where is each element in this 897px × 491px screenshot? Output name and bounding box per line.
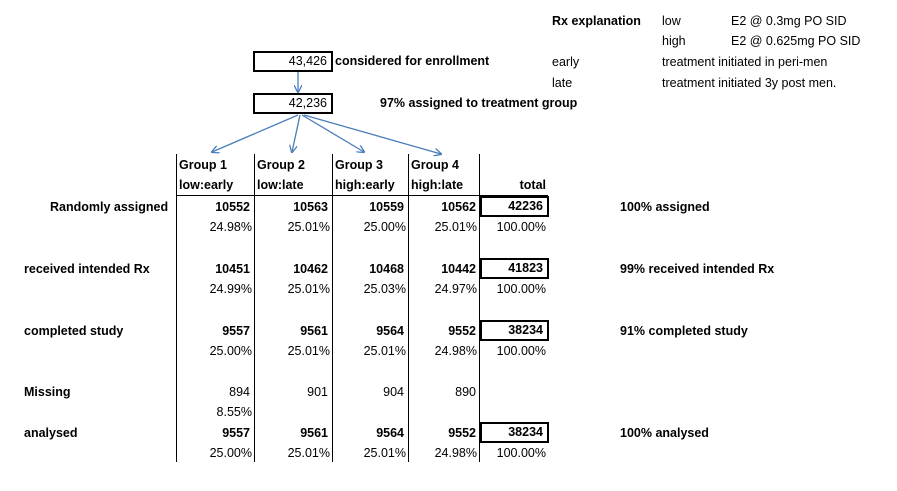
pct-cell: 25.01% [287,282,330,296]
pct-cell: 25.01% [363,344,406,358]
pct-cell: 25.01% [287,344,330,358]
row-label-analysed: analysed [24,426,78,440]
arrow-to-group-4 [303,114,441,154]
row-note: 99% received intended Rx [620,262,775,276]
pct-cell: 25.00% [209,344,252,358]
total-pct: 100.00% [496,282,546,296]
row-label-completed: completed study [24,324,124,338]
pct-cell: 25.01% [287,446,330,460]
rx-value-early: treatment initiated in peri-men [662,55,828,69]
rx-value-low: E2 @ 0.3mg PO SID [731,14,847,28]
table-cell: 9552 [448,324,476,338]
total-box: 41823 [480,258,549,279]
rx-key-late: late [552,76,573,90]
considered-box: 43,426 [253,51,333,72]
row-label-randomly-assigned: Randomly assigned [50,200,169,214]
header-rule [177,195,548,196]
table-cell: 9561 [300,324,328,338]
total-box: 38234 [480,320,549,341]
col-divider-1 [176,154,177,462]
table-cell: 10462 [293,262,328,276]
table-cell: 10559 [369,200,404,214]
rx-key-high: high [662,34,686,48]
group-1-sub: low:early [179,178,234,192]
table-cell: 10442 [441,262,476,276]
table-cell: 9564 [376,324,404,338]
pct-cell: 25.03% [363,282,406,296]
considered-label: considered for enrollment [335,54,490,68]
row-label-received-rx: received intended Rx [24,262,150,276]
rx-key-low: low [662,14,681,28]
group-2-sub: low:late [257,178,304,192]
pct-cell: 24.97% [434,282,477,296]
table-cell: 894 [229,385,250,399]
group-1-header: Group 1 [179,158,227,172]
group-4-header: Group 4 [411,158,459,172]
row-note: 100% assigned [620,200,710,214]
total-header: total [519,178,546,192]
table-cell: 10468 [369,262,404,276]
table-cell: 901 [307,385,328,399]
table-cell: 10552 [215,200,250,214]
pct-cell: 25.00% [363,220,406,234]
pct-cell: 25.01% [287,220,330,234]
rx-value-late: treatment initiated 3y post men. [662,76,837,90]
row-note: 100% analysed [620,426,709,440]
table-cell: 9557 [222,426,250,440]
col-divider-4 [408,154,409,462]
table-cell: 9561 [300,426,328,440]
group-3-sub: high:early [335,178,395,192]
table-cell: 10562 [441,200,476,214]
pct-cell: 24.98% [434,344,477,358]
table-cell: 10563 [293,200,328,214]
group-2-header: Group 2 [257,158,305,172]
rx-explanation-title: Rx explanation [552,14,641,28]
table-cell: 9564 [376,426,404,440]
pct-cell: 25.01% [434,220,477,234]
pct-cell: 8.55% [216,405,252,419]
pct-cell: 24.99% [209,282,252,296]
table-cell: 10451 [215,262,250,276]
rx-value-high: E2 @ 0.625mg PO SID [731,34,861,48]
total-box: 42236 [480,196,549,217]
assigned-box: 42,236 [253,93,333,114]
rx-key-early: early [552,55,580,69]
pct-cell: 24.98% [209,220,252,234]
col-divider-2 [254,154,255,462]
assigned-label: 97% assigned to treatment group [380,96,578,110]
total-pct: 100.00% [496,220,546,234]
row-label-missing: Missing [24,385,71,399]
row-note: 91% completed study [620,324,748,338]
arrow-to-group-1 [212,114,299,152]
total-box: 38234 [480,422,549,443]
group-4-sub: high:late [411,178,464,192]
total-pct: 100.00% [496,344,546,358]
arrow-to-group-3 [301,114,364,152]
table-cell: 9552 [448,426,476,440]
group-3-header: Group 3 [335,158,383,172]
pct-cell: 25.00% [209,446,252,460]
pct-cell: 25.01% [363,446,406,460]
arrow-to-group-2 [292,114,301,152]
table-cell: 9557 [222,324,250,338]
table-cell: 904 [383,385,404,399]
pct-cell: 24.98% [434,446,477,460]
col-divider-5 [479,154,480,462]
col-divider-3 [332,154,333,462]
table-cell: 890 [455,385,476,399]
total-pct: 100.00% [496,446,546,460]
